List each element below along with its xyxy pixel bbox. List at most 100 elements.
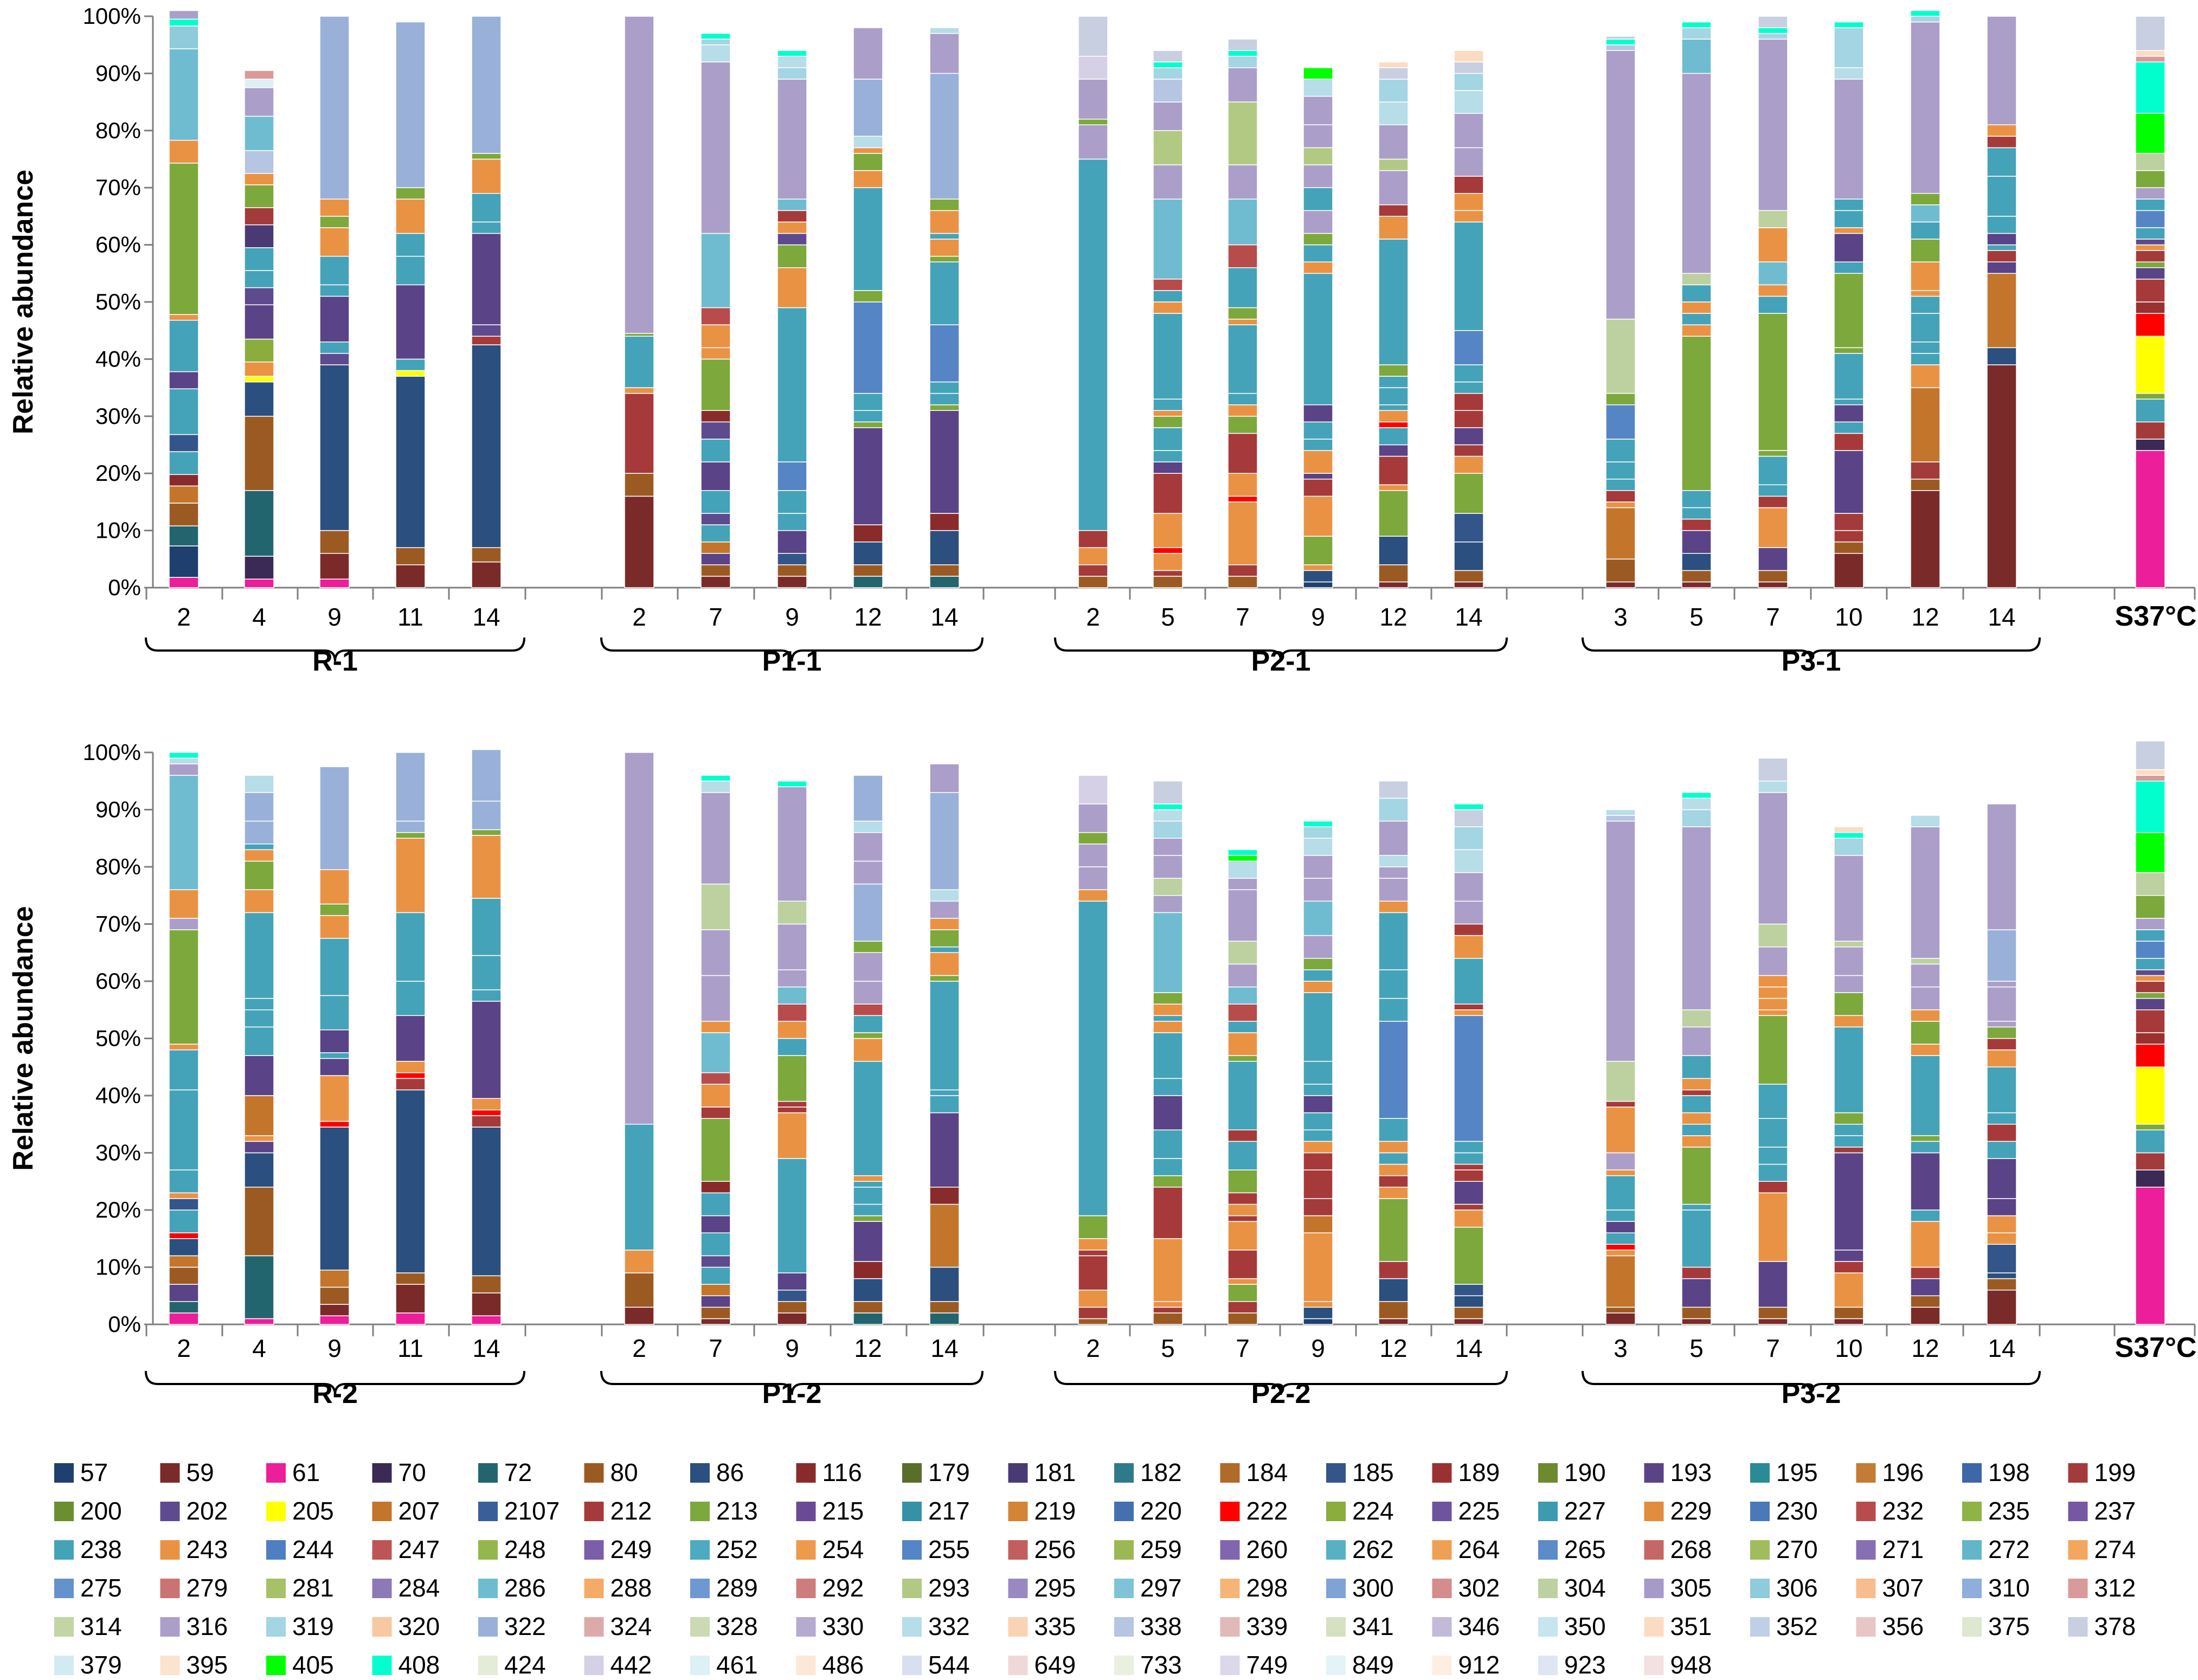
bar-segment-304 (1758, 923, 1788, 948)
bar-segment-202 (2135, 239, 2165, 246)
bar-segment-238 (1153, 450, 1183, 462)
bar-segment-332 (777, 56, 807, 68)
bar-segment-243 (929, 239, 960, 257)
bar-segment-213 (624, 333, 654, 337)
bar-segment-322 (244, 820, 274, 845)
bar-segment-193 (929, 1112, 960, 1188)
bar-segment-193 (169, 1284, 199, 1302)
legend-swatch (478, 1540, 498, 1560)
legend-swatch (1432, 1617, 1452, 1637)
bar-segment-286 (169, 775, 199, 890)
legend-item: 198 (1962, 1458, 2030, 1486)
group-brace (1054, 1370, 1508, 1395)
bar-segment-212 (1681, 1266, 1712, 1279)
bar-segment-243 (244, 1135, 274, 1142)
bar-segment-316 (1758, 792, 1788, 925)
legend-item: 281 (266, 1574, 334, 1602)
bar-segment-199 (1454, 1203, 1484, 1211)
bar-segment-243 (1378, 1163, 1409, 1176)
bar-segment-238 (395, 358, 426, 371)
group-label: P3-2 (1782, 1378, 1841, 1409)
bar-segment-193 (244, 1141, 274, 1154)
legend-swatch (266, 1463, 286, 1483)
group-brace (145, 1370, 525, 1395)
bar-segment-238 (1681, 313, 1712, 325)
y-tick-label: 50% (95, 1026, 141, 1051)
legend-swatch (478, 1617, 498, 1637)
legend-item: 265 (1538, 1535, 1606, 1563)
bar-segment-222 (169, 1232, 199, 1239)
bar-segment-205 (395, 370, 426, 377)
bar-segment-207 (1987, 273, 2017, 349)
x-tick-label: 7 (1766, 603, 1780, 631)
bar-segment-193 (1910, 1152, 1940, 1211)
bar-segment-72 (929, 1312, 960, 1325)
bar-segment-193 (700, 461, 731, 491)
bar-segment-222 (1153, 547, 1183, 554)
legend-swatch (160, 1579, 180, 1598)
legend-swatch (796, 1617, 816, 1637)
legend-swatch (2068, 1540, 2088, 1560)
bar-segment-238 (1303, 992, 1333, 1062)
bar-segment-405 (1303, 67, 1333, 80)
bar-segment-286 (700, 233, 731, 308)
bar-segment-243 (1987, 124, 2017, 137)
bar-segment-61 (2135, 450, 2165, 588)
bar-segment-213 (1758, 1015, 1788, 1085)
legend-label: 923 (1564, 1651, 1606, 1679)
bar-segment-332 (853, 820, 883, 833)
x-tick-label: 12 (854, 1334, 882, 1362)
legend-item: 215 (796, 1497, 864, 1525)
bar-segment-193 (777, 530, 807, 554)
bar-segment-212 (1227, 1192, 1258, 1205)
bar-segment-212 (1303, 1152, 1333, 1170)
legend-item: 341 (1326, 1612, 1394, 1640)
bar-segment-243 (1987, 1232, 2017, 1245)
legend-item: 320 (372, 1612, 440, 1640)
bar-segment-213 (929, 404, 960, 411)
bar-segment-238 (1758, 1084, 1788, 1119)
legend-item: 212 (584, 1497, 652, 1525)
legend-swatch (1750, 1463, 1770, 1483)
x-tick-label: 9 (327, 603, 342, 631)
legend-swatch (584, 1502, 604, 1521)
bar-segment-213 (853, 1032, 883, 1039)
bar-segment-213 (2135, 895, 2165, 919)
legend-label: 264 (1458, 1535, 1500, 1563)
bar-segment-378 (1454, 809, 1484, 827)
bar-segment-238 (929, 392, 960, 405)
bar-segment-213 (853, 290, 883, 302)
bar-segment-193 (1910, 1278, 1940, 1297)
legend-item: 217 (902, 1497, 970, 1525)
bar-segment-238 (1378, 997, 1409, 1022)
bar-segment-319 (777, 67, 807, 80)
bar-segment-243 (1910, 1044, 1940, 1056)
bar-segment-59 (1605, 1312, 1636, 1325)
legend-swatch (1326, 1617, 1346, 1637)
bar-segment-193 (395, 284, 426, 360)
stacked-bar (853, 775, 883, 1325)
bar-segment-408 (777, 50, 807, 57)
bar-segment-243 (319, 915, 350, 939)
bar-segment-378 (1605, 36, 1636, 40)
bar-segment-212 (777, 1106, 807, 1113)
bar-segment-243 (1378, 1141, 1409, 1154)
legend-label: 733 (1140, 1651, 1182, 1679)
bar-segment-319 (1153, 820, 1183, 839)
stacked-bar (1078, 16, 1108, 588)
legend-label: 293 (928, 1574, 970, 1602)
legend-item: 249 (584, 1535, 652, 1563)
bar-segment-212 (777, 1100, 807, 1108)
stacked-bar (624, 752, 654, 1325)
legend-swatch (584, 1540, 604, 1560)
bar-segment-378 (2135, 16, 2165, 51)
bar-segment-243 (1910, 1221, 1940, 1268)
bar-segment-213 (929, 929, 960, 948)
bar-segment-378 (1078, 16, 1108, 57)
bar-segment-293 (1378, 158, 1409, 171)
legend-item: 335 (1008, 1612, 1076, 1640)
legend-item: 270 (1750, 1535, 1818, 1563)
legend-swatch (1750, 1502, 1770, 1521)
bar-segment-243 (929, 210, 960, 234)
bar-segment-199 (2135, 981, 2165, 993)
